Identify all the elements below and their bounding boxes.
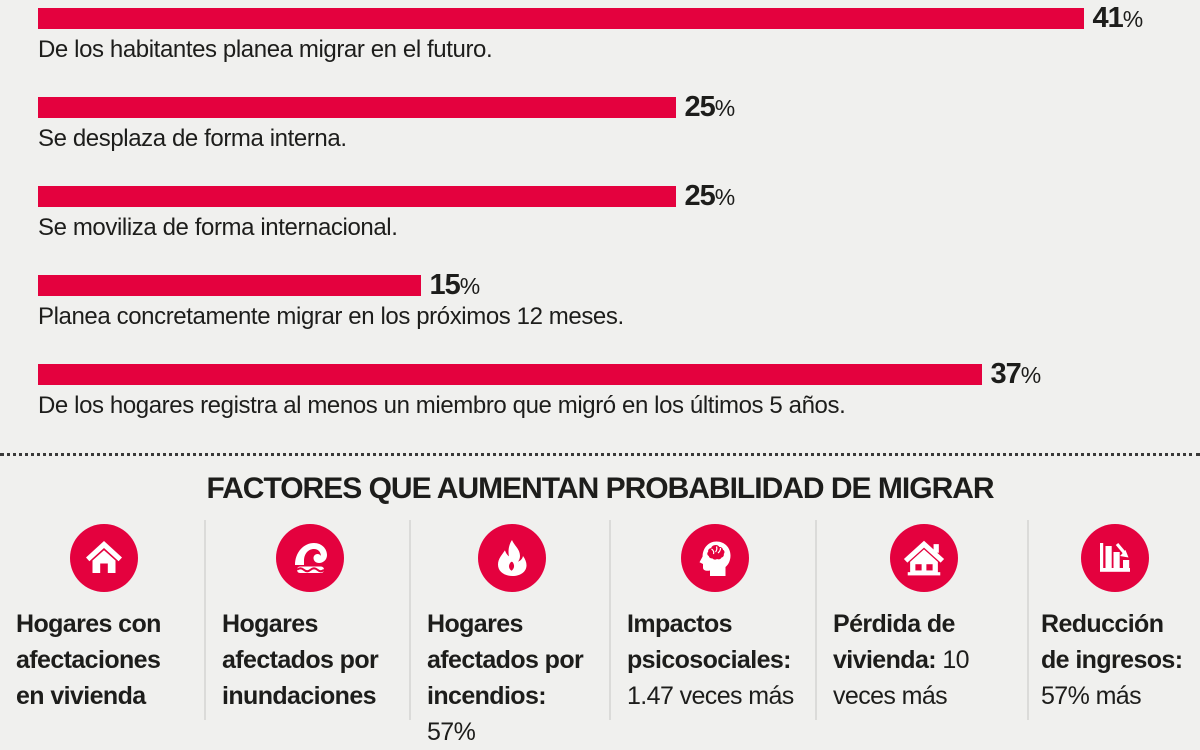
factor-label: Hogares con afectaciones en vivienda — [16, 610, 161, 710]
percent-sign: % — [1020, 361, 1041, 388]
factor-label: Reducción de ingresos: 57% más — [1041, 610, 1183, 710]
bar — [38, 275, 421, 296]
bar-value-label: 25% — [684, 90, 736, 123]
factor-column-inundaciones: Hogares afectados por inundaciones — [204, 520, 409, 720]
bar-group: 25% Se moviliza de forma internacional. — [38, 179, 1200, 242]
bar-value-label: 25% — [684, 179, 736, 212]
factor-column-vivienda: Hogares con afectaciones en vivienda — [0, 520, 204, 720]
bar-value-label: 41% — [1092, 1, 1144, 34]
bar-group: 37% De los hogares registra al menos un … — [38, 357, 1200, 420]
percent-sign: % — [714, 183, 735, 210]
factor-column-psicosociales: Impactos psicosociales: 1.47 veces más — [609, 520, 815, 720]
bar-value-label: 37% — [990, 357, 1042, 390]
factor-label: Hogares afectados por inundaciones — [222, 610, 379, 710]
bar-caption: De los habitantes planea migrar en el fu… — [38, 36, 493, 63]
factor-column-incendios: Hogares afectados por incendios: 57% — [409, 520, 609, 746]
percent-sign: % — [714, 94, 735, 121]
factor-column-ingresos: Reducción de ingresos: 57% más — [1027, 520, 1200, 720]
percent-sign: % — [459, 272, 480, 299]
bar — [38, 97, 676, 118]
bar-group: 41% De los habitantes planea migrar en e… — [38, 1, 1200, 64]
fire-icon — [478, 524, 546, 592]
bar-group: 25% Se desplaza de forma interna. — [38, 90, 1200, 153]
bar-caption: Se moviliza de forma internacional. — [38, 214, 398, 241]
factor-label: Hogares afectados por incendios: 57% — [427, 610, 584, 746]
bar-caption: De los hogares registra al menos un miem… — [38, 392, 846, 419]
house-icon — [890, 524, 958, 592]
section-title: FACTORES QUE AUMENTAN PROBABILIDAD DE MI… — [206, 472, 994, 505]
bar-caption: Planea concretamente migrar en los próxi… — [38, 303, 624, 330]
factor-label: Impactos psicosociales: 1.47 veces más — [627, 610, 794, 710]
flood-wave-icon — [275, 524, 344, 592]
bar — [38, 186, 676, 207]
dotted-divider — [0, 453, 1200, 456]
factor-column-perdida-vivienda: Pérdida de vivienda: 10 veces más — [815, 520, 1027, 720]
damaged-house-icon — [70, 524, 138, 592]
head-brain-icon — [681, 524, 749, 592]
factor-label: Pérdida de vivienda: 10 veces más — [833, 610, 970, 710]
factors-row: Hogares con afectaciones en vivienda Hog… — [0, 520, 1200, 746]
percent-sign: % — [1122, 5, 1143, 32]
bar — [38, 8, 1084, 29]
bar-group: 15% Planea concretamente migrar en los p… — [38, 268, 1200, 331]
migration-bar-chart: 41% De los habitantes planea migrar en e… — [38, 1, 1200, 420]
bar-value-label: 15% — [429, 268, 481, 301]
bar-caption: Se desplaza de forma interna. — [38, 125, 347, 152]
bar — [38, 364, 982, 385]
declining-bars-icon — [1080, 524, 1149, 592]
